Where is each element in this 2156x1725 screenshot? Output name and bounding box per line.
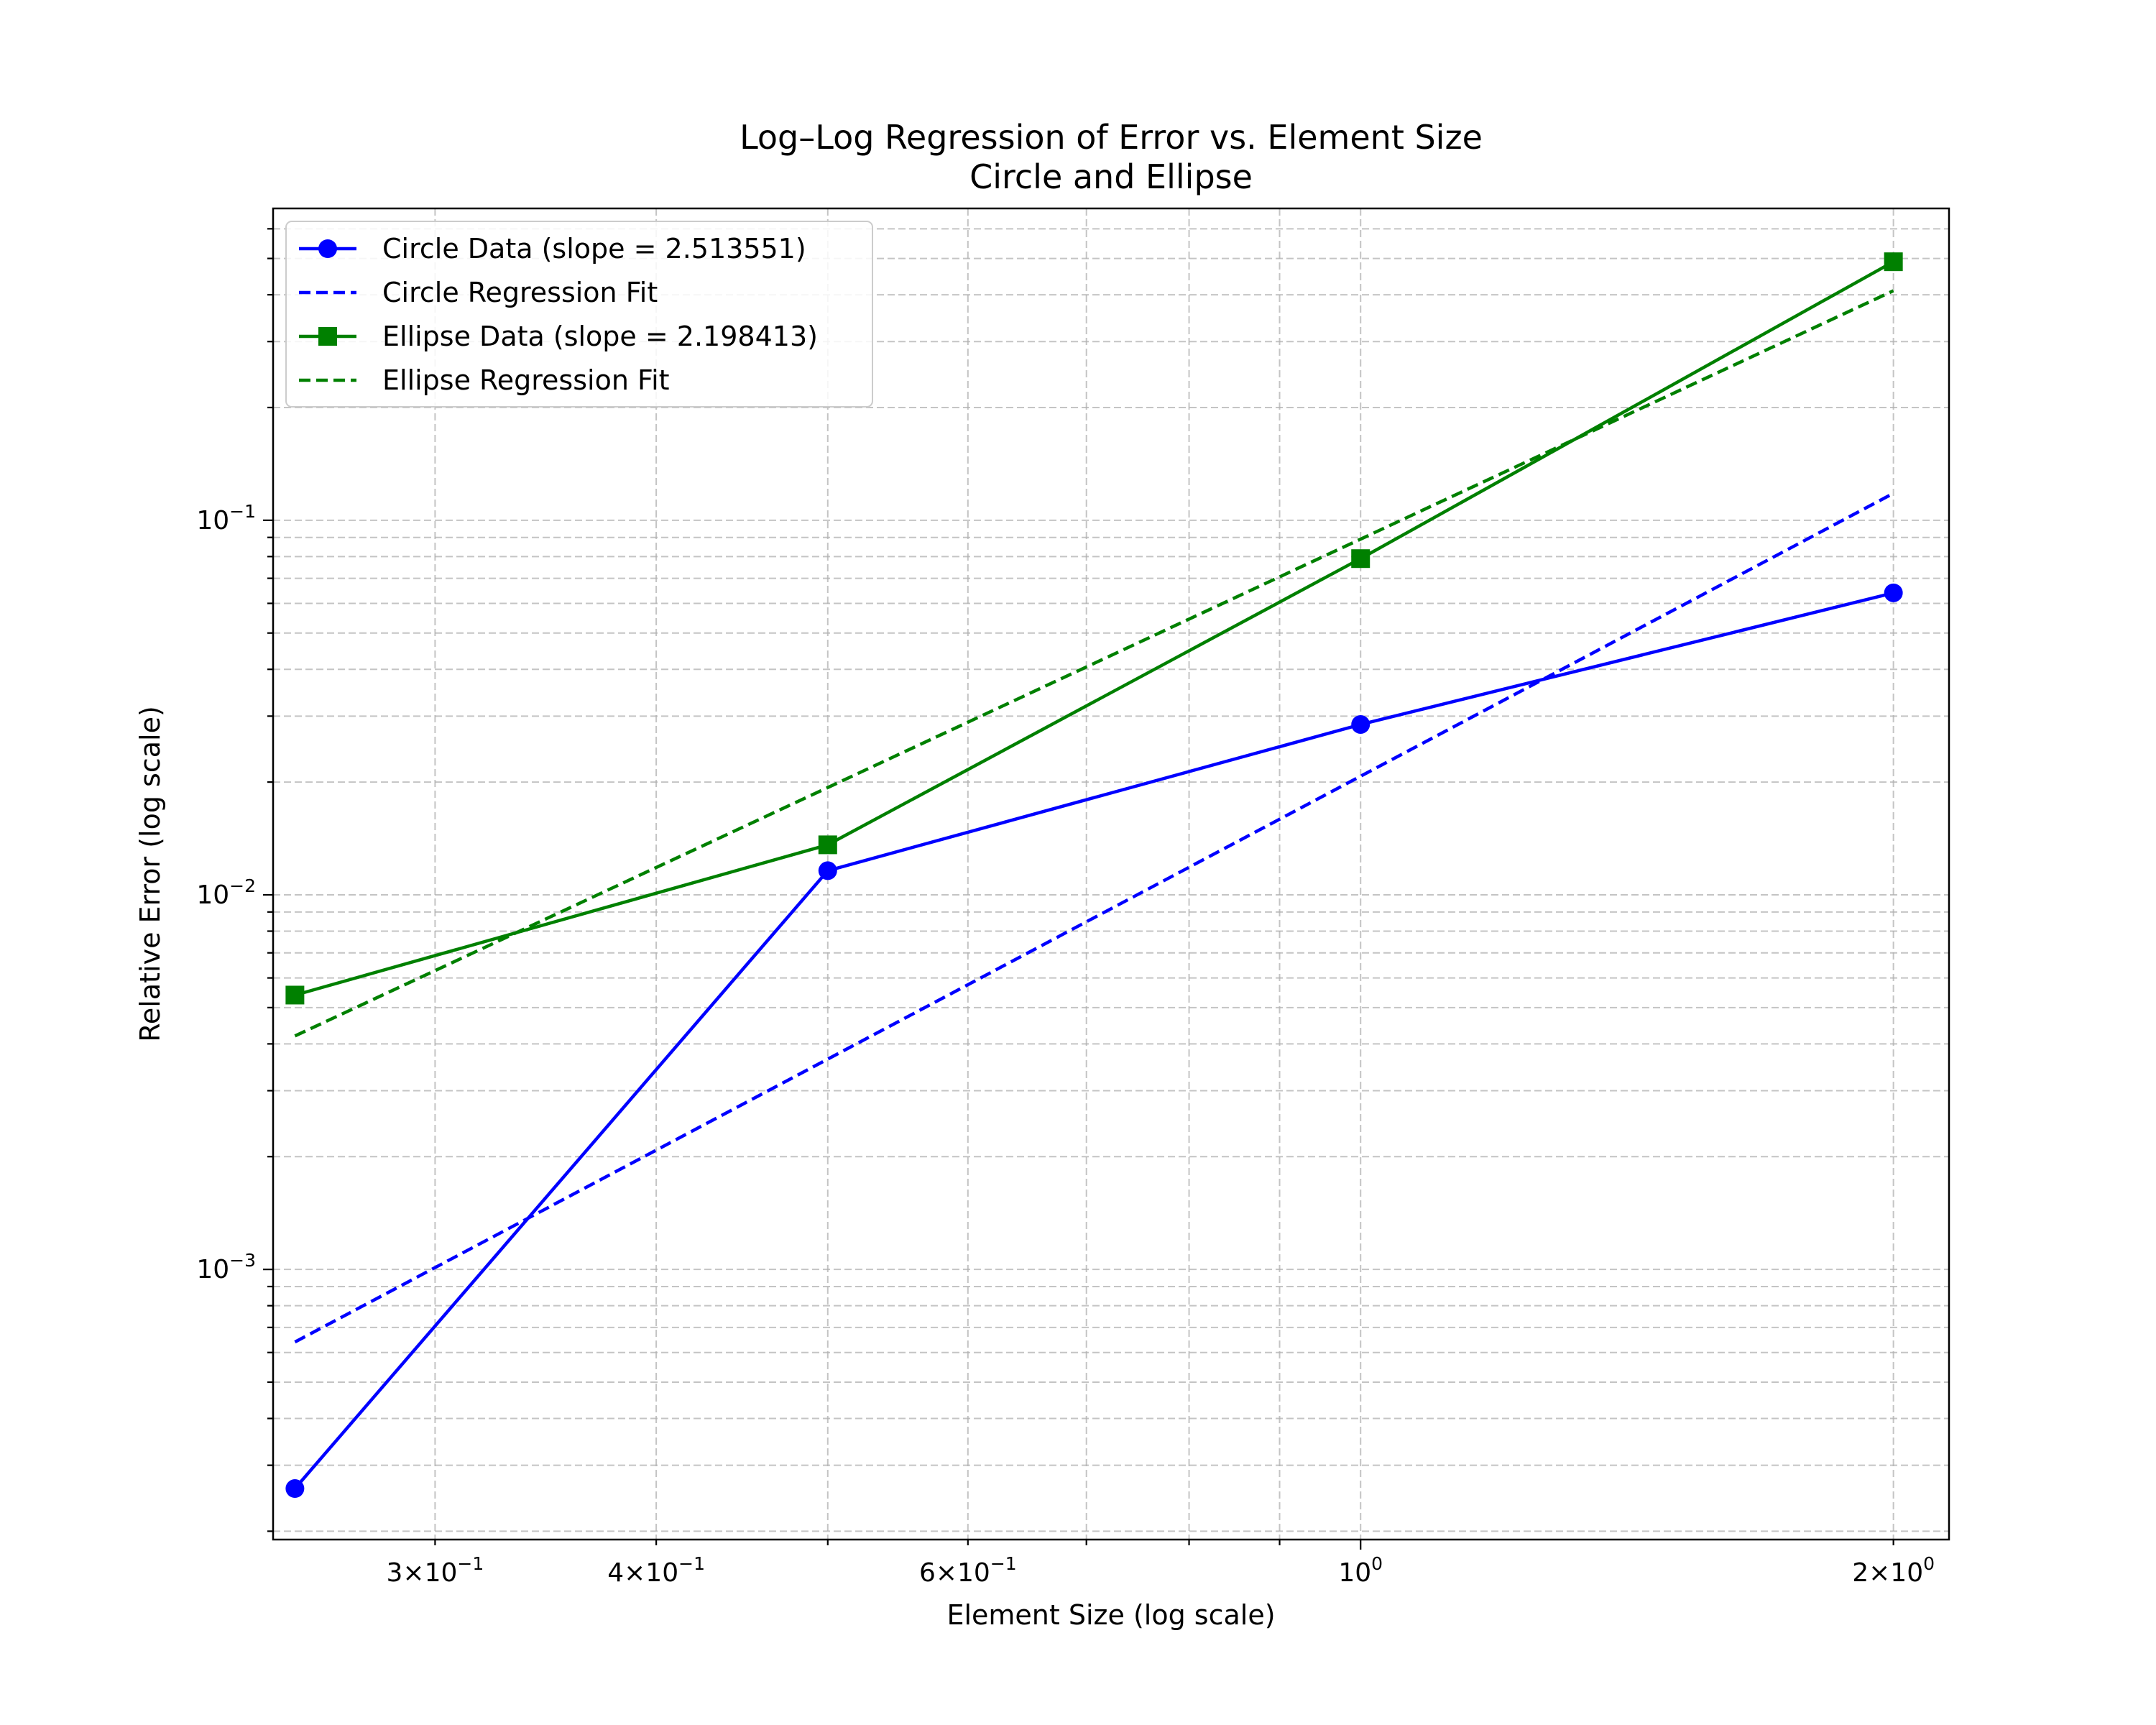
chart-title: Log–Log Regression of Error vs. Element …	[740, 118, 1483, 157]
legend-label-3: Ellipse Regression Fit	[382, 364, 670, 396]
x-axis-label: Element Size (log scale)	[946, 1599, 1275, 1631]
series-point-2	[1884, 252, 1903, 272]
series-line-0	[293, 591, 1894, 1490]
legend-label-1: Circle Regression Fit	[382, 277, 658, 308]
x-tick-label: 3×10−1	[387, 1553, 484, 1588]
chart-subtitle: Circle and Ellipse	[969, 157, 1253, 196]
x-tick-label: 100	[1338, 1553, 1383, 1588]
series-line-1	[294, 492, 1894, 1344]
y-axis-label: Relative Error (log scale)	[134, 706, 166, 1042]
plot-frame	[272, 207, 1950, 1541]
x-tick-label: 2×100	[1852, 1553, 1935, 1588]
x-tick-label: 4×10−1	[607, 1553, 705, 1588]
series-line-2	[294, 260, 1894, 997]
series-point-0	[1351, 714, 1370, 734]
y-tick-label: 10−3	[196, 1250, 256, 1284]
series-point-0	[818, 861, 837, 880]
series-point-2	[285, 985, 305, 1005]
grid	[273, 208, 1949, 1540]
legend-box	[285, 221, 873, 408]
legend-marker-0	[318, 239, 337, 258]
series-point-0	[285, 1479, 305, 1499]
series-point-2	[1351, 549, 1370, 569]
axis-ticks: 3×10−1 4×10−1 6×10−1 100 2×100 10−3 10−2 10−1	[196, 228, 1935, 1588]
legend-label-2: Ellipse Data (slope = 2.198413)	[382, 321, 818, 352]
y-tick-label: 10−2	[196, 875, 256, 910]
legend-label-0: Circle Data (slope = 2.513551)	[382, 233, 806, 264]
series-line-3	[294, 289, 1894, 1038]
y-tick-label: 10−1	[196, 501, 256, 535]
series-point-2	[818, 835, 837, 855]
legend-marker-2	[318, 327, 337, 346]
series-layer	[285, 252, 1903, 1499]
series-point-0	[1884, 583, 1903, 602]
x-tick-label: 6×10−1	[919, 1553, 1017, 1588]
legend: Circle Data (slope = 2.513551) Circle Reg…	[285, 221, 873, 408]
